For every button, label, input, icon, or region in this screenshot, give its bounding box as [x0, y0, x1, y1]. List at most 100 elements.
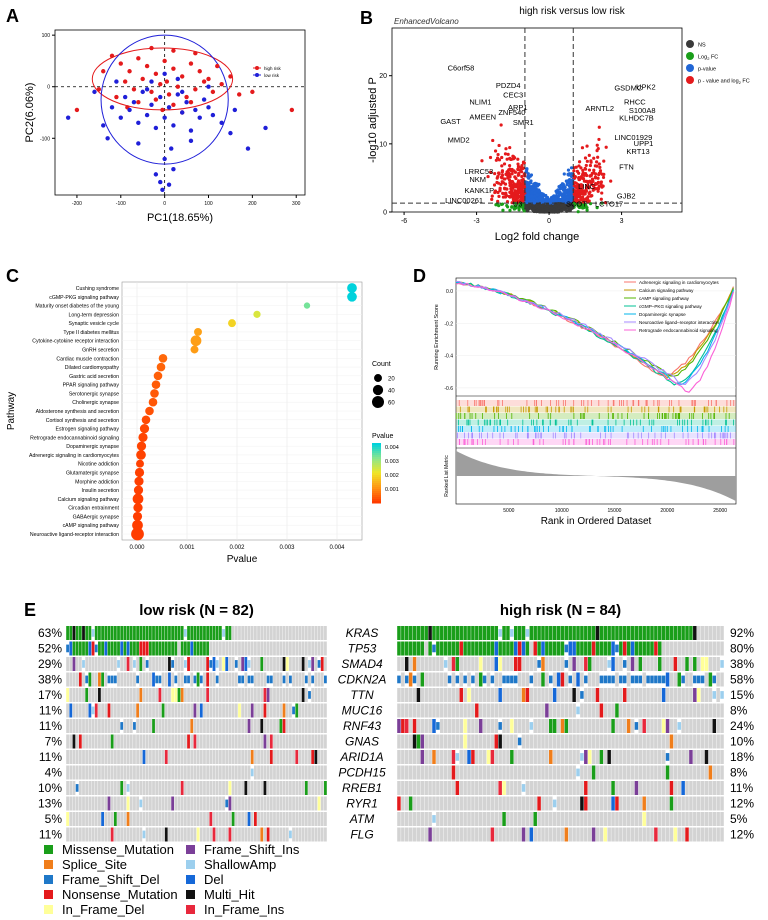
gene-point	[525, 209, 529, 213]
mutation-cell	[549, 703, 553, 718]
mutation-cell	[104, 657, 108, 671]
mutation-cell	[282, 675, 286, 684]
mutation-cell	[66, 734, 69, 749]
mutation-cell	[209, 660, 213, 668]
y-tick-label: 0.0	[446, 289, 453, 295]
mutation-cell	[704, 750, 709, 764]
mutation-cell	[282, 827, 286, 842]
mutation-cell	[451, 734, 456, 749]
mutation-cell	[168, 750, 171, 764]
mutation-cell	[168, 765, 171, 780]
mutation-cell	[661, 765, 666, 780]
mutation-cell	[152, 796, 155, 811]
mutation-cell	[447, 827, 452, 842]
mutation-cell	[478, 641, 483, 656]
mutation-cell	[443, 626, 448, 640]
mutation-cell	[308, 734, 311, 749]
mutation-cell	[463, 675, 467, 684]
mutation-cell	[180, 750, 184, 764]
low-risk-point	[92, 89, 97, 95]
mutation-cell	[257, 827, 260, 842]
mutation-cell	[148, 827, 152, 842]
mutation-cell	[549, 641, 553, 656]
mutation-cell	[136, 703, 140, 718]
mutation-cell	[622, 750, 627, 764]
mutation-cell	[241, 641, 245, 656]
pathway-label: Synaptic vesicle cycle	[69, 321, 120, 327]
mutation-cell	[537, 734, 541, 749]
mutation-cell	[408, 781, 413, 795]
mutation-cell	[88, 626, 92, 640]
mutation-cell	[451, 626, 456, 640]
mutation-cell	[467, 781, 471, 795]
mutation-cell	[212, 626, 216, 640]
pathway-dot	[132, 511, 143, 522]
mutation-cell	[502, 734, 506, 749]
mutation-cell	[145, 641, 149, 656]
mutation-cell	[412, 703, 417, 718]
mutation-cell	[206, 719, 210, 733]
mutation-cell	[133, 812, 136, 826]
mutation-cell	[75, 734, 79, 749]
y-axis-label: Pathway	[6, 392, 17, 430]
mutation-cell	[459, 796, 463, 811]
mutation-cell	[152, 672, 155, 687]
mutation-cell	[424, 827, 428, 842]
gene-point	[575, 189, 579, 194]
gene-point	[557, 194, 561, 198]
mutation-cell	[416, 734, 421, 749]
mutation-cell	[82, 719, 85, 733]
mutation-cell	[478, 688, 483, 702]
mutation-cell	[273, 827, 276, 842]
mutation-cell	[502, 812, 506, 826]
mutation-cell	[576, 688, 580, 702]
mutation-cell	[228, 626, 232, 640]
mutation-cell	[607, 688, 611, 702]
mutation-cell	[298, 688, 302, 702]
mutation-cell	[693, 719, 697, 733]
mutation-cell	[298, 641, 302, 656]
x-axis-label: PC1(18.65%)	[147, 212, 213, 224]
low-risk-point	[158, 179, 163, 185]
mutation-cell	[187, 781, 190, 795]
y-tick-label: -0.2	[444, 321, 453, 327]
mutation-cell	[183, 629, 187, 637]
mutation-cell	[98, 719, 101, 733]
mutation-cell	[78, 719, 82, 733]
mutation-cell	[72, 781, 76, 795]
mutation-cell	[66, 657, 69, 671]
mutation-cell	[424, 703, 428, 718]
gene-point	[588, 163, 593, 168]
mutation-cell	[482, 734, 487, 749]
mutation-cell	[708, 688, 713, 702]
mutation-cell	[231, 734, 235, 749]
mutation-cell	[113, 626, 117, 640]
mutation-cell	[75, 688, 79, 702]
mutation-cell	[580, 703, 584, 718]
mutation-cell	[69, 626, 73, 640]
pathway-dot	[228, 319, 236, 328]
mutation-cell	[174, 675, 178, 684]
gene-point	[560, 192, 564, 196]
mutation-cell	[463, 626, 467, 640]
mutation-cell	[241, 750, 245, 764]
gene-point	[512, 198, 516, 202]
gene-point	[486, 174, 490, 179]
high-risk-point	[136, 99, 141, 105]
mutation-cell	[513, 657, 518, 671]
mutation-cell	[513, 641, 518, 656]
mutation-cell	[75, 672, 79, 687]
mutation-cell	[120, 688, 124, 702]
high-risk-point	[131, 87, 137, 92]
mutation-cell	[642, 688, 646, 702]
mutation-cell	[646, 734, 650, 749]
mutation-cell	[203, 734, 206, 749]
mutation-cell	[113, 734, 117, 749]
mutation-cell	[218, 750, 222, 764]
mutation-cell	[231, 719, 235, 733]
mutation-cell	[190, 719, 194, 733]
mutation-cell	[66, 750, 69, 764]
low-risk-point	[210, 112, 216, 118]
mutation-cell	[401, 657, 405, 671]
gene-point	[516, 162, 520, 166]
